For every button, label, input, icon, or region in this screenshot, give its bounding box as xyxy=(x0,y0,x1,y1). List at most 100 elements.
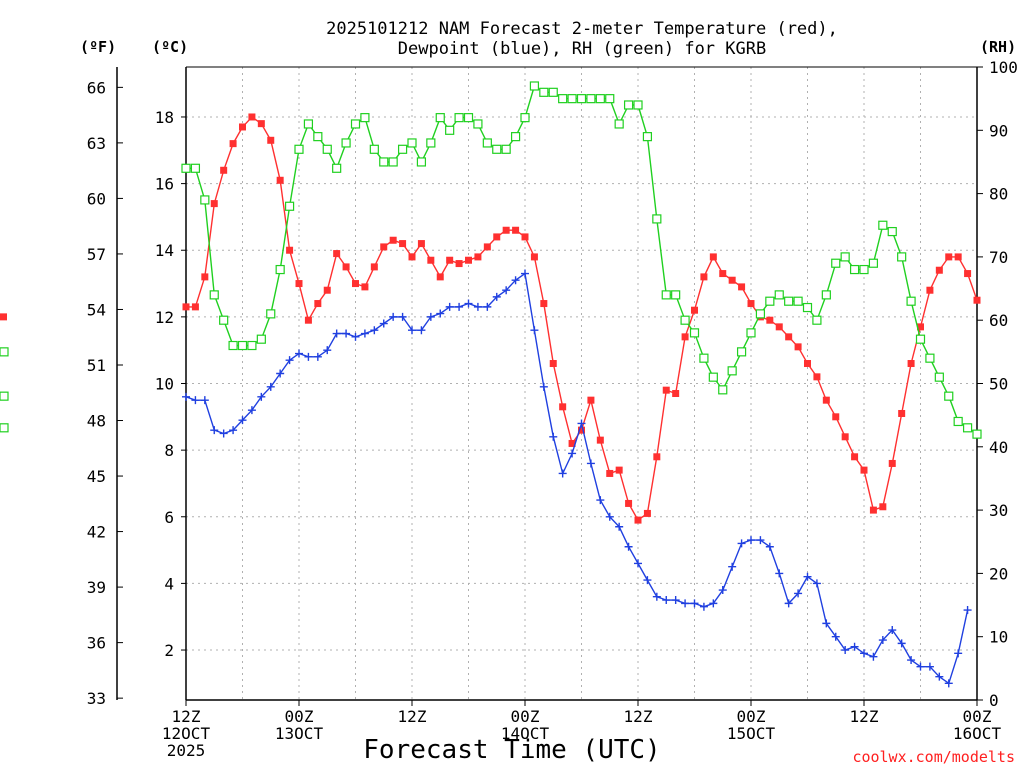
temperature-point xyxy=(643,509,651,517)
dewpoint-point xyxy=(671,596,680,605)
rh-point xyxy=(303,119,314,129)
dewpoint-point xyxy=(257,392,266,401)
dewpoint-point xyxy=(445,302,454,311)
x-tick-label: 12Z xyxy=(398,707,427,726)
dewpoint-point xyxy=(342,329,351,338)
grid-lines xyxy=(186,67,977,700)
dewpoint-point xyxy=(191,396,200,405)
rh-point xyxy=(849,264,860,275)
dewpoint-point xyxy=(897,639,906,648)
temperature-point xyxy=(286,246,294,254)
rh-point xyxy=(379,157,389,167)
x-tick-label: 00Z xyxy=(511,707,540,726)
rh-tick-label: 0 xyxy=(989,691,999,710)
dewpoint-point xyxy=(963,606,972,615)
rh-point xyxy=(275,264,285,275)
dewpoint-point xyxy=(200,396,209,405)
rh-point xyxy=(0,423,9,433)
rh-point xyxy=(887,226,897,237)
rh-point xyxy=(501,144,511,154)
rh-point xyxy=(237,340,248,351)
rh-point xyxy=(868,258,879,268)
rh-point xyxy=(718,385,728,395)
temperature-point xyxy=(794,343,802,351)
temperature-point xyxy=(201,273,209,281)
temperature-point xyxy=(785,333,793,341)
celsius-tick-label: 4 xyxy=(164,574,174,593)
rh-tick-label: 60 xyxy=(989,311,1008,330)
rh-point xyxy=(774,290,784,300)
rh-point xyxy=(426,138,436,148)
x-tick-label: 12OCT xyxy=(162,724,211,743)
rh-point xyxy=(416,157,427,167)
fahrenheit-tick-label: 45 xyxy=(87,467,106,486)
dewpoint-point xyxy=(699,602,708,611)
rh-point xyxy=(727,366,737,376)
right-unit-rh: (RH) xyxy=(980,38,1016,56)
dewpoint-point xyxy=(379,319,388,328)
dewpoint-point xyxy=(925,662,934,671)
temperature-point xyxy=(578,426,585,434)
chart-title-line2: Dewpoint (blue), RH (green) for KGRB xyxy=(398,39,766,59)
temperature-point xyxy=(653,453,661,461)
fahrenheit-tick-label: 60 xyxy=(87,189,106,208)
temperature-point xyxy=(596,436,604,444)
rh-point xyxy=(765,296,775,306)
rh-point xyxy=(623,100,634,110)
dewpoint-point xyxy=(417,326,426,335)
rh-point xyxy=(746,328,756,338)
rh-point xyxy=(652,214,662,224)
temperature-point xyxy=(417,240,425,248)
dewpoint-point xyxy=(568,449,577,458)
dewpoint-point xyxy=(916,662,925,671)
temperature-point xyxy=(587,396,595,404)
dewpoint-point xyxy=(389,312,398,321)
dewpoint-point xyxy=(539,382,548,391)
temperature-point xyxy=(352,280,359,288)
temperature-point xyxy=(559,403,567,411)
rh-point xyxy=(859,264,869,275)
rh-tick-label: 100 xyxy=(989,58,1018,77)
temperature-point xyxy=(474,253,482,261)
temperature-point xyxy=(917,323,924,331)
rh-point xyxy=(388,157,398,167)
rh-tick-label: 90 xyxy=(989,121,1008,140)
rh-point xyxy=(200,195,210,205)
rh-point xyxy=(454,113,464,123)
rh-point xyxy=(755,309,766,319)
rh-point xyxy=(369,144,379,154)
left-unit-celsius: (ºC) xyxy=(152,38,188,56)
dewpoint-point xyxy=(464,299,473,308)
temperature-point xyxy=(210,200,218,208)
temperature-point xyxy=(860,466,868,474)
dewpoint-point xyxy=(803,572,812,581)
rh-point xyxy=(397,144,408,154)
rh-point xyxy=(642,132,653,142)
rh-point xyxy=(906,296,916,306)
dewpoint-point xyxy=(841,646,850,655)
fahrenheit-tick-label: 39 xyxy=(87,578,106,597)
rh-point xyxy=(736,347,747,357)
rh-tick-label: 50 xyxy=(989,375,1008,394)
dewpoint-point xyxy=(266,382,275,391)
rh-tick-label: 80 xyxy=(989,185,1008,204)
temperature-point xyxy=(323,286,331,294)
rh-point xyxy=(567,94,577,104)
temperature-point xyxy=(276,176,284,184)
temperature-point xyxy=(926,286,934,294)
temperature-point xyxy=(822,396,830,404)
x-tick-label: 12Z xyxy=(850,707,879,726)
dewpoint-point xyxy=(577,419,586,428)
temperature-point xyxy=(888,459,896,467)
rh-point xyxy=(247,340,257,351)
celsius-tick-label: 18 xyxy=(155,108,174,127)
dewpoint-point xyxy=(747,536,755,545)
dewpoint-point xyxy=(332,329,341,338)
dewpoint-point xyxy=(737,539,746,548)
temperature-point xyxy=(775,323,783,331)
dewpoint-point xyxy=(634,559,642,568)
fahrenheit-tick-label: 51 xyxy=(87,356,106,375)
rh-point xyxy=(294,144,304,154)
temperature-point xyxy=(766,316,774,324)
dewpoint-point xyxy=(549,432,558,441)
